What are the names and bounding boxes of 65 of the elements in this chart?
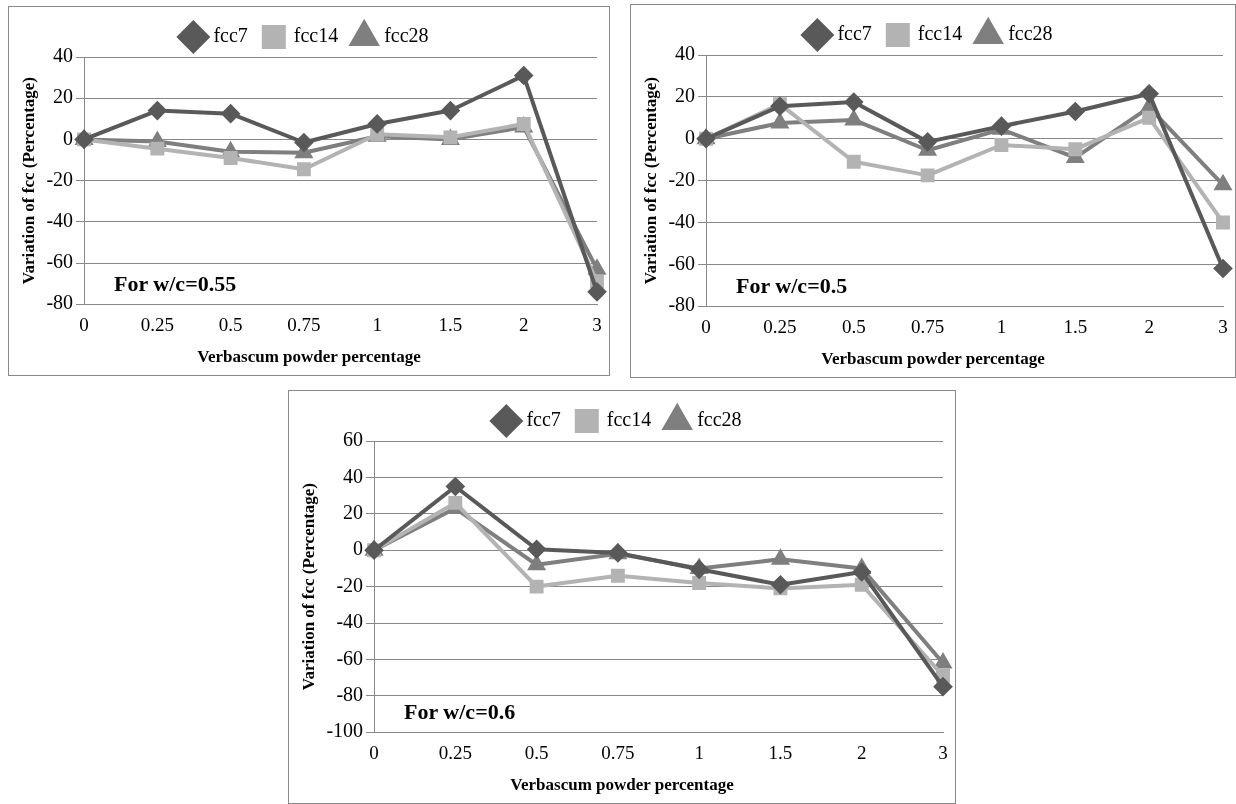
y-tick-label: 60: [343, 428, 364, 451]
x-axis-title: Verbascum powder percentage: [196, 347, 422, 367]
y-tick-label: -60: [46, 250, 74, 273]
y-tick-label: 20: [53, 85, 74, 108]
x-tick-label: 2: [1144, 315, 1154, 337]
legend-label: fcc28: [1008, 22, 1053, 45]
x-tick-label: 3: [592, 313, 602, 335]
y-tick-label: -40: [668, 209, 696, 232]
y-axis-title: Variation of fcc (Percentage): [18, 76, 38, 285]
x-tick-label: 0.75: [287, 313, 321, 335]
x-tick-label: 0.25: [140, 313, 174, 335]
x-tick-label: 1: [694, 741, 704, 763]
y-tick-label: -20: [668, 167, 696, 190]
y-tick-label: -20: [336, 573, 364, 596]
x-axis-title: Verbascum powder percentage: [509, 775, 735, 795]
y-tick-label: -40: [46, 209, 74, 232]
x-tick-label: 1.5: [438, 313, 463, 335]
x-tick-label: 0.25: [763, 315, 797, 337]
y-tick-label: -100: [326, 719, 364, 742]
x-tick-label: 0: [369, 741, 379, 763]
x-tick-label: 2: [518, 313, 529, 335]
y-axis-title: Variation of fcc (Percentage): [298, 482, 318, 691]
legend-label: fcc14: [917, 22, 963, 45]
x-tick-label: 1.5: [1063, 315, 1088, 337]
legend-label: fcc7: [526, 408, 561, 431]
legend-label: fcc28: [384, 24, 429, 47]
x-tick-label: 0.25: [438, 741, 472, 763]
y-tick-label: 20: [675, 84, 696, 107]
legend-label: fcc28: [697, 408, 742, 431]
y-tick-label: -80: [668, 293, 696, 316]
x-tick-label: 0: [79, 313, 89, 335]
annotation: For w/c=0.5: [736, 272, 848, 298]
y-tick-label: 40: [53, 44, 74, 67]
y-tick-label: -40: [336, 610, 364, 633]
x-tick-label: 0.5: [841, 315, 866, 337]
x-tick-label: 0.75: [910, 315, 945, 337]
legend-label: fcc7: [837, 22, 872, 45]
y-tick-label: 0: [353, 537, 364, 560]
legend-label: fcc7: [213, 24, 248, 47]
x-tick-label: 3: [938, 741, 948, 763]
x-tick-label: 2: [856, 741, 867, 763]
y-tick-label: 40: [343, 464, 364, 487]
x-tick-label: 1.5: [768, 741, 793, 763]
x-tick-label: 0.75: [601, 741, 635, 763]
y-tick-label: 0: [63, 126, 74, 149]
x-tick-label: 0.5: [524, 741, 549, 763]
y-tick-label: -80: [46, 291, 74, 314]
y-tick-label: 40: [675, 42, 696, 65]
x-tick-label: 1: [996, 315, 1007, 337]
legend-label: fcc14: [606, 408, 652, 431]
x-tick-label: 3: [1218, 315, 1228, 337]
y-tick-label: -20: [46, 167, 74, 190]
y-tick-label: -80: [336, 683, 364, 706]
y-tick-label: 20: [343, 501, 364, 524]
x-tick-label: 0: [701, 315, 711, 337]
y-axis-title: Variation of fcc (Percentage): [640, 76, 660, 285]
legend-label: fcc14: [293, 24, 339, 47]
y-tick-label: -60: [668, 251, 696, 274]
x-tick-label: 1: [372, 313, 382, 335]
x-tick-label: 0.5: [218, 313, 243, 335]
y-tick-label: 0: [685, 125, 696, 148]
y-tick-label: -60: [336, 646, 364, 669]
annotation: For w/c=0.55: [114, 270, 237, 296]
annotation: For w/c=0.6: [404, 698, 516, 724]
x-axis-title: Verbascum powder percentage: [820, 349, 1046, 369]
